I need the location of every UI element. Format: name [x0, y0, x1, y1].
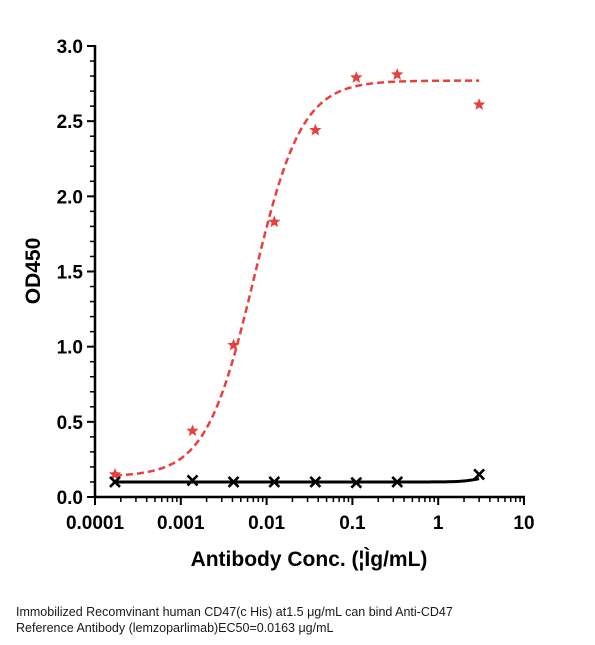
data-points	[108, 68, 486, 489]
y-tick-label: 0.0	[57, 488, 83, 509]
x-point-stroke	[309, 476, 322, 488]
x-tick-label: 10	[513, 513, 534, 534]
star-point	[350, 71, 363, 83]
x-point	[309, 476, 322, 488]
x-point-stroke	[109, 476, 121, 488]
x-point-stroke	[350, 476, 363, 489]
x-point	[186, 474, 199, 487]
star-point	[309, 123, 322, 136]
x-point	[350, 476, 363, 489]
x-point	[473, 468, 486, 481]
star-point	[186, 424, 199, 437]
x-point	[391, 476, 404, 488]
figure-caption: Immobilized Recomvinant human CD47(c His…	[16, 604, 586, 636]
y-tick-label: 2.0	[57, 187, 83, 208]
x-point	[268, 476, 281, 488]
x-point-stroke	[186, 474, 199, 487]
x-tick-label: 0.001	[157, 513, 205, 534]
x-axis-title: Antibody Conc. (¦Ìg/mL)	[191, 548, 428, 571]
star-point	[391, 68, 404, 80]
y-tick-label: 2.5	[57, 112, 84, 133]
caption-line-1: Immobilized Recomvinant human CD47(c His…	[16, 605, 453, 619]
x-tick-label: 1	[433, 513, 444, 534]
y-tick-label: 3.0	[57, 37, 83, 58]
x-tick-label: 0.1	[339, 513, 366, 534]
ticks: 0.0 0.5 1.0 1.5 2.0 2.5 3.0 0.0001 0.001 0.01 0.1 1…	[57, 37, 535, 534]
y-tick-label: 0.5	[57, 413, 84, 434]
x-point-stroke	[391, 476, 404, 488]
star-point	[108, 467, 122, 480]
fit-curves	[114, 79, 480, 484]
star-point	[268, 215, 281, 228]
x-point	[109, 476, 121, 488]
x-tick-label: 0.0001	[66, 513, 125, 534]
fit-curve-2	[114, 477, 480, 484]
binding-curve-chart: 0.0 0.5 1.0 1.5 2.0 2.5 3.0 0.0001 0.001 0.01 0.1 1…	[22, 37, 535, 571]
x-tick-label: 0.01	[248, 513, 285, 534]
y-axis-title: OD450	[22, 238, 45, 305]
axes	[93, 45, 525, 499]
y-tick-label: 1.5	[57, 263, 84, 284]
star-point	[472, 98, 486, 110]
caption-line-2: Reference Antibody (lemzoparlimab)EC50=0…	[16, 621, 334, 635]
x-point-stroke	[227, 476, 240, 488]
fit-curve-1	[114, 79, 480, 477]
x-point-stroke	[268, 476, 281, 488]
y-tick-label: 1.0	[57, 338, 83, 359]
star-point	[227, 338, 240, 351]
x-point	[227, 476, 240, 488]
x-point-stroke	[473, 468, 486, 481]
